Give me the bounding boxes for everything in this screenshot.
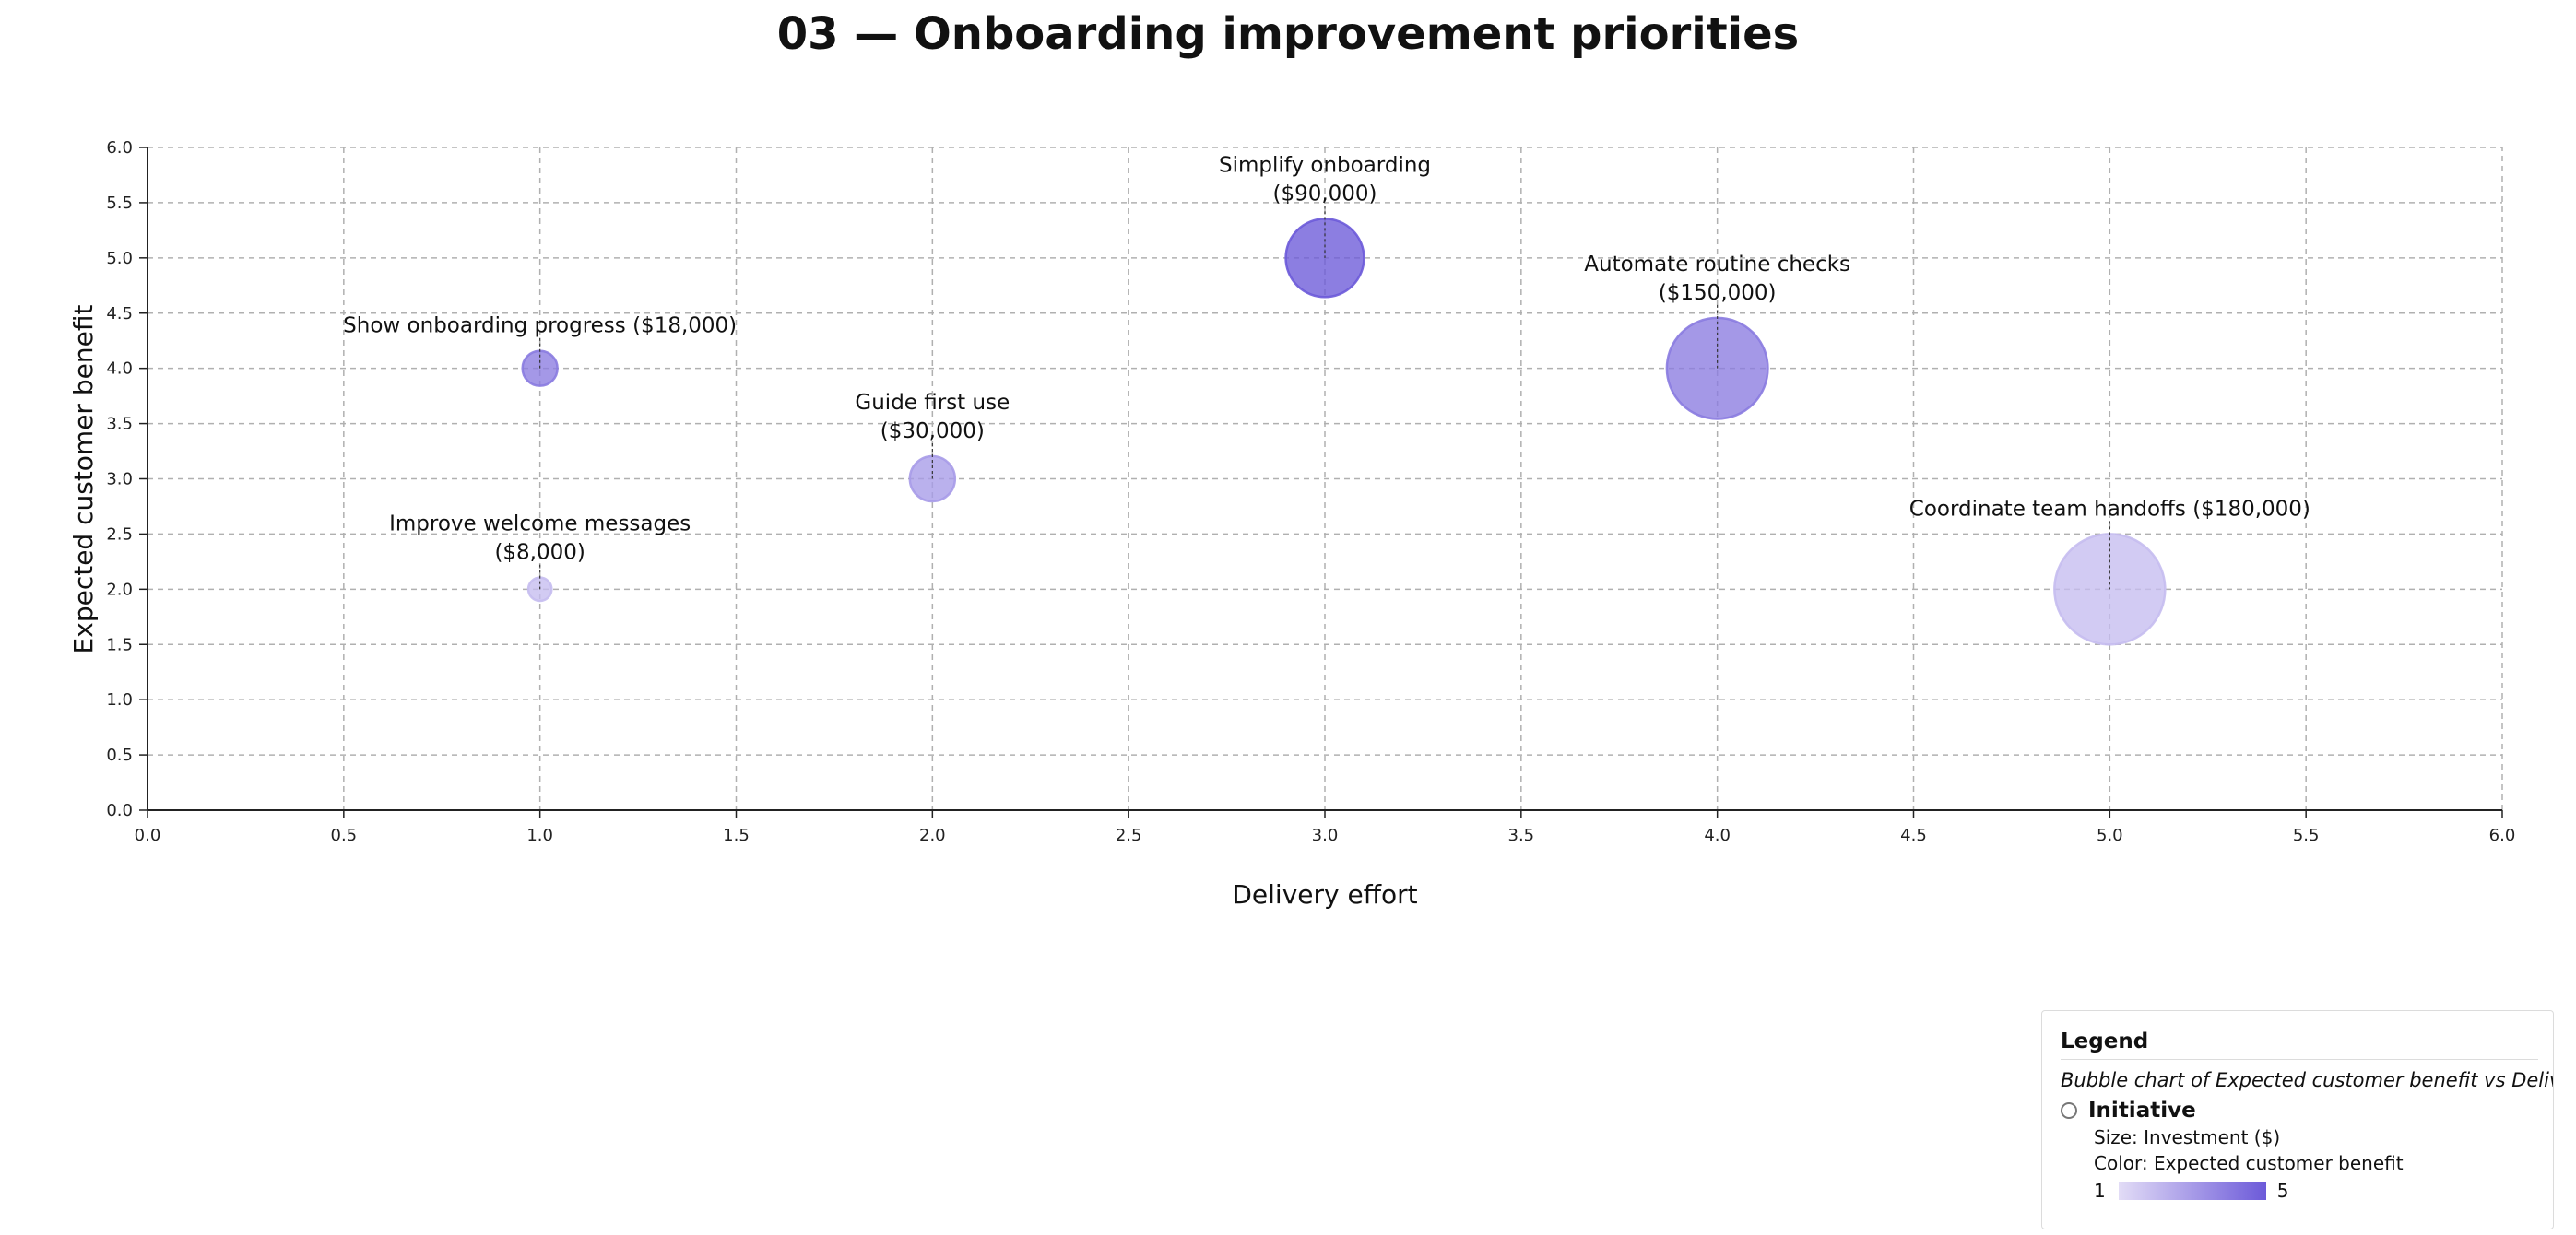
x-tick-label: 3.0 — [1312, 826, 1339, 845]
y-tick-label: 5.5 — [106, 194, 133, 213]
y-tick-label: 6.0 — [106, 138, 133, 158]
y-axis-label: Expected customer benefit — [68, 305, 99, 654]
legend-series-row: Initiative — [2061, 1097, 2553, 1124]
bubble-chart: 0.0 0.5 1.0 1.5 2.0 2.5 3.0 3.5 4.0 4.5 5.0 5.5 6.0 0… — [68, 138, 2515, 910]
y-tick-label: 0.0 — [106, 801, 133, 820]
bubble-label: ($8,000) — [494, 541, 585, 565]
y-tick-label: 4.5 — [106, 304, 133, 323]
bubble-label: ($150,000) — [1659, 281, 1777, 305]
y-tick-label: 1.5 — [106, 635, 133, 654]
x-tick-label: 5.5 — [2293, 826, 2320, 845]
bubbles — [521, 218, 2167, 646]
x-tick-label: 2.0 — [919, 826, 946, 845]
legend-size-text: Size: Investment ($) — [2094, 1126, 2281, 1148]
legend-series-label: Initiative — [2088, 1099, 2196, 1123]
bubble-label: ($30,000) — [880, 419, 985, 443]
y-tick-label: 2.0 — [106, 580, 133, 599]
circle-icon — [2061, 1102, 2077, 1119]
bubble-labels: Show onboarding progress ($18,000) Improv… — [343, 153, 2310, 590]
y-tick-label: 4.0 — [106, 359, 133, 379]
bubble-label: Guide first use — [855, 391, 1010, 415]
bubble-label: Coordinate team handoffs ($180,000) — [1909, 497, 2310, 521]
x-tick-label: 6.0 — [2489, 826, 2516, 845]
x-axis-label: Delivery effort — [1232, 879, 1417, 910]
x-tick-label: 5.0 — [2097, 826, 2123, 845]
color-scale-bar — [2118, 1182, 2266, 1200]
x-tick-label: 1.5 — [723, 826, 750, 845]
x-tick-label: 1.0 — [526, 826, 553, 845]
color-scale-min: 1 — [2094, 1180, 2106, 1202]
legend-caption: Bubble chart of Expected customer benefi… — [2061, 1069, 2553, 1091]
y-tick-label: 0.5 — [106, 746, 133, 765]
x-tick-label: 3.5 — [1508, 826, 1535, 845]
axes: 0.0 0.5 1.0 1.5 2.0 2.5 3.0 3.5 4.0 4.5 5.0 5.5 6.0 0… — [106, 138, 2515, 845]
y-tick-label: 2.5 — [106, 524, 133, 544]
x-tick-label: 2.5 — [1116, 826, 1142, 845]
bubble-label: Show onboarding progress ($18,000) — [343, 314, 737, 338]
x-tick-label: 0.5 — [331, 826, 358, 845]
bubble-label: Automate routine checks — [1584, 253, 1850, 276]
y-tick-label: 3.5 — [106, 415, 133, 434]
x-tick-label: 4.5 — [1900, 826, 1927, 845]
bubble-label: Improve welcome messages — [389, 512, 691, 536]
y-tick-label: 1.0 — [106, 690, 133, 710]
y-tick-label: 3.0 — [106, 470, 133, 489]
bubble-label: ($90,000) — [1272, 182, 1377, 206]
legend-box: Legend Bubble chart of Expected customer… — [2041, 1010, 2554, 1229]
y-tick-label: 5.0 — [106, 249, 133, 268]
legend-divider — [2061, 1059, 2538, 1060]
legend-title: Legend — [2061, 1029, 2149, 1053]
x-tick-label: 4.0 — [1704, 826, 1731, 845]
bubble-label: Simplify onboarding — [1219, 153, 1431, 177]
color-scale: 1 5 — [2061, 1180, 2553, 1202]
color-scale-max: 5 — [2276, 1180, 2289, 1202]
legend-color-text: Color: Expected customer benefit — [2094, 1152, 2404, 1174]
x-tick-label: 0.0 — [135, 826, 161, 845]
chart-title: 03 — Onboarding improvement priorities — [776, 8, 1800, 60]
